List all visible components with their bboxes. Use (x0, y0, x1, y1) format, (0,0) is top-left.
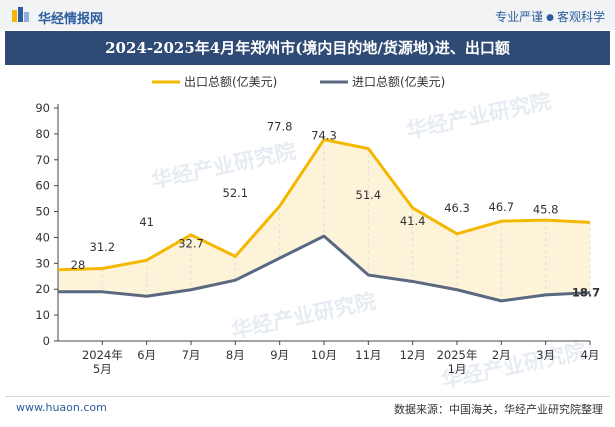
y-tick-label: 50 (35, 205, 50, 219)
x-tick-label: 2024年 5月 (82, 348, 123, 376)
data-label-exports: 45.8 (533, 202, 559, 216)
top-bar: 华经情报网 专业严谨 ● 客观科学 (0, 0, 615, 30)
x-tick-label: 8月 (226, 348, 245, 362)
y-tick-label: 90 (35, 101, 50, 115)
x-tick-label: 9月 (270, 348, 289, 362)
source-note: 数据来源：中国海关，华经产业研究院整理 (394, 403, 603, 416)
x-tick-label: 2月 (492, 348, 511, 362)
data-label-exports: 41 (139, 215, 154, 229)
title-band: 2024-2025年4月年郑州市(境内目的地/货源地)进、出口额 (5, 31, 610, 65)
data-label-imports: 18.7 (572, 286, 600, 300)
y-tick-label: 70 (35, 153, 50, 167)
y-tick-label: 40 (35, 230, 50, 244)
y-tick-label: 10 (35, 308, 50, 322)
legend-label-imports: 进口总额(亿美元) (352, 74, 445, 89)
data-label-exports: 52.1 (223, 186, 249, 200)
site-url[interactable]: www.huaon.com (16, 401, 107, 414)
tagline-right: 客观科学 (556, 10, 605, 24)
data-label-exports: 41.4 (400, 214, 426, 228)
tagline-left: 专业严谨 (495, 10, 544, 24)
data-label-exports: 46.3 (444, 201, 470, 215)
series-line-imports (58, 234, 591, 303)
chart-title: 2024-2025年4月年郑州市(境内目的地/货源地)进、出口额 (105, 39, 510, 57)
data-label-exports: 77.8 (267, 120, 293, 134)
y-tick-label: 80 (35, 127, 50, 141)
y-tick-label: 30 (35, 256, 50, 270)
tagline-separator-icon: ● (546, 13, 554, 23)
y-tick-label: 60 (35, 179, 50, 193)
huaon-logo-icon (12, 7, 29, 22)
data-label-exports: 28 (71, 258, 86, 272)
data-label-exports: 51.4 (356, 188, 382, 202)
series-line-exports (57, 138, 591, 272)
legend-label-exports: 出口总额(亿美元) (184, 74, 277, 89)
x-tick-label: 6月 (137, 348, 156, 362)
chart: 出口总额(亿美元) 进口总额(亿美元) 0 10 20 30 40 50 60 70 80 90 202… (35, 74, 600, 376)
x-tick-label: 10月 (311, 348, 337, 362)
x-tick-label: 3月 (536, 348, 555, 362)
x-tick-label: 12月 (400, 348, 426, 362)
y-tick-label: 0 (43, 334, 50, 348)
x-tick-label: 2025年 1月 (437, 348, 478, 376)
x-tick-label: 11月 (355, 348, 381, 362)
brand-name: 华经情报网 (38, 12, 104, 27)
data-label-exports: 31.2 (90, 240, 116, 254)
footer-divider (5, 396, 610, 397)
data-label-exports: 46.7 (489, 200, 515, 214)
tagline: 专业严谨 ● 客观科学 (495, 8, 605, 25)
x-tick-label: 7月 (182, 348, 201, 362)
data-label-exports: 32.7 (178, 236, 204, 250)
data-label-exports: 74.3 (311, 129, 337, 143)
x-tick-label: 4月 (581, 348, 600, 362)
y-tick-label: 20 (35, 282, 50, 296)
